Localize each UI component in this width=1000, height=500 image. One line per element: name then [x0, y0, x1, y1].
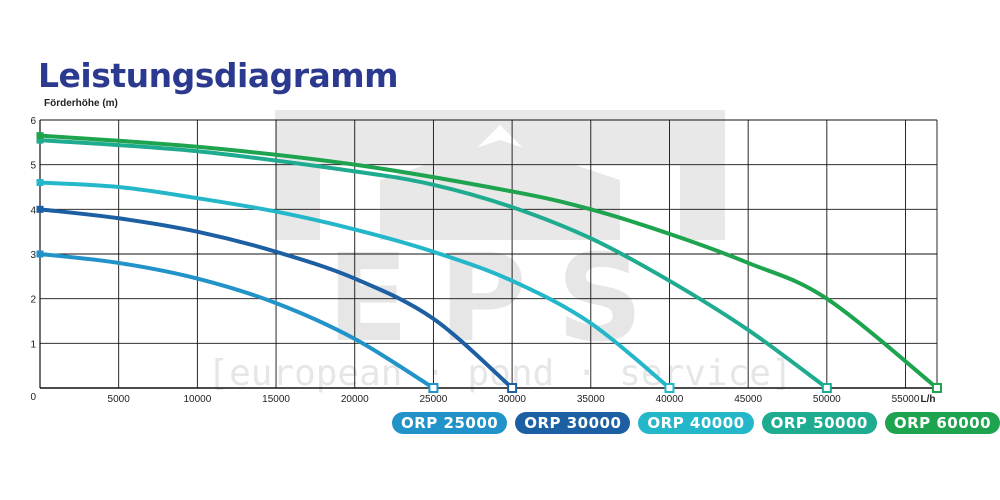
series-line-2	[38, 207, 515, 390]
series-start-marker	[36, 250, 44, 258]
series-line-1	[38, 252, 436, 390]
x-tick-label: 10000	[183, 394, 211, 405]
y-tick-label: 6	[30, 116, 36, 127]
y-tick-label: 4	[30, 205, 36, 216]
x-tick-label: 5000	[108, 394, 131, 405]
legend-item-2: ORP 30000	[515, 412, 631, 434]
legend-item-3: ORP 40000	[638, 412, 754, 434]
y-tick-label: 5	[30, 161, 36, 172]
series-end-marker	[664, 383, 675, 393]
y-tick-label: 3	[30, 250, 36, 261]
series-end-marker	[821, 383, 832, 393]
series-start-marker	[36, 132, 44, 140]
x-tick-label: 20000	[341, 394, 369, 405]
x-tick-label: 30000	[498, 394, 526, 405]
legend-item-4: ORP 50000	[761, 412, 877, 434]
series-end-marker	[428, 383, 439, 393]
x-tick-label: 50000	[813, 394, 841, 405]
legend-item-1: ORP 25000	[392, 412, 508, 434]
x-tick-label: 45000	[734, 394, 762, 405]
series-layer	[36, 132, 942, 393]
y-axis-label: Förderhöhe (m)	[44, 98, 118, 109]
series-start-marker	[36, 179, 44, 187]
series-start-marker	[36, 136, 44, 144]
series-line-5	[38, 133, 939, 390]
chart-title: Leistungsdiagramm	[38, 56, 399, 95]
x-tick-label: 25000	[420, 394, 448, 405]
y-tick-label: 2	[30, 295, 36, 306]
y-tick-label: 1	[30, 339, 36, 350]
watermark-tagline: [european · pond · service]	[207, 353, 792, 394]
series-end-marker	[507, 383, 518, 393]
x-tick-label: 40000	[656, 394, 684, 405]
chart-legend: ORP 25000 ORP 30000 ORP 40000 ORP 50000 ORP …	[392, 412, 1000, 434]
legend-item-5: ORP 60000	[884, 412, 1000, 434]
watermark-house-icon	[275, 110, 725, 240]
series-start-marker	[36, 205, 44, 213]
x-tick-label: 35000	[577, 394, 605, 405]
series-end-marker	[932, 383, 942, 393]
series-line-3	[38, 180, 672, 390]
eps-watermark: EPS [european · pond · service]	[207, 110, 793, 394]
x-axis-unit-label: L/h	[921, 394, 936, 405]
x-tick-label: 55000	[892, 394, 920, 405]
series-line-4	[38, 138, 829, 390]
x-tick-label: 15000	[262, 394, 290, 405]
origin-tick-label: 0	[30, 392, 36, 403]
axis-tick-labels: 1 2 3 4 5 6 0 5000 10000 15000 20000 25000 30000 3500…	[30, 116, 935, 405]
